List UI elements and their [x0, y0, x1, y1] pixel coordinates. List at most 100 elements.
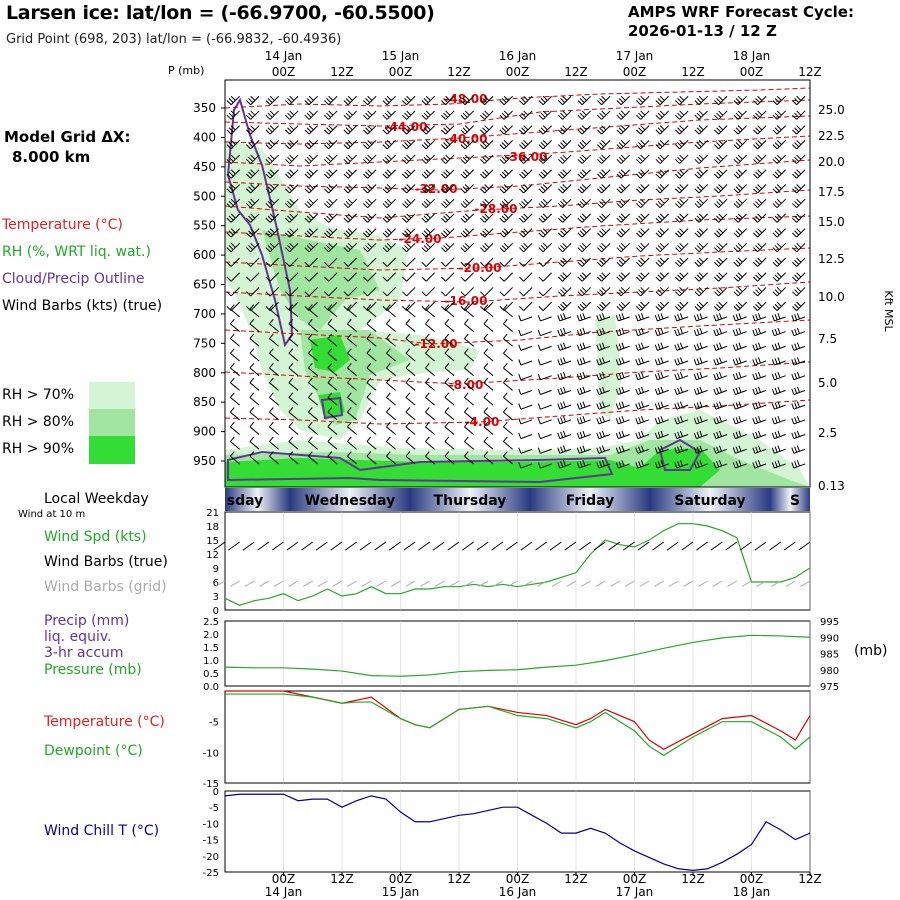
- wind-barb-flag: [285, 291, 290, 297]
- wind-barb: [540, 434, 552, 440]
- wind-barb-flag: [638, 372, 642, 379]
- wind-barb-flag: [288, 436, 294, 442]
- wind-barb-flag: [657, 245, 663, 251]
- wind-barb-flag: [776, 95, 782, 101]
- wind-barb-flag: [757, 445, 761, 452]
- wind-barb-flag: [327, 392, 333, 398]
- wind-barb-flag: [384, 200, 390, 206]
- wind-barb-flag: [620, 257, 626, 263]
- wind-barb-flag: [483, 436, 489, 442]
- wind-barb-flag: [441, 247, 446, 253]
- wind-barb: [230, 323, 240, 332]
- wind-barb-flag: [562, 110, 568, 116]
- wind-barb-flag: [537, 344, 541, 351]
- top-date-label: 18 Jan: [733, 49, 771, 63]
- wind-barb-flag: [694, 188, 700, 194]
- wind-barb-flag: [698, 198, 704, 204]
- surface-wind-barb: [622, 541, 635, 551]
- weekday-cell: [410, 488, 530, 511]
- wind-barb-flag: [269, 213, 275, 219]
- wind-barb-flag: [660, 401, 664, 408]
- wind-barb-flag: [425, 363, 430, 369]
- wind-barb-flag: [581, 110, 587, 116]
- wind-barb-flag: [716, 142, 722, 148]
- surface-wind-barb: [725, 541, 738, 551]
- wind-barb-flag: [540, 98, 546, 103]
- wind-barb: [425, 411, 435, 421]
- wind-barb-flag: [425, 95, 431, 101]
- wind-height-label: Wind at 10 m: [18, 509, 86, 520]
- wind-barb-flag: [777, 401, 781, 408]
- wind-barb-flag: [581, 140, 587, 145]
- wind-barb-flag: [655, 261, 661, 267]
- wind-barb-flag: [484, 95, 490, 101]
- wind-barb: [230, 426, 240, 435]
- wind-barb: [249, 441, 260, 450]
- wind-barb-flag: [597, 261, 602, 267]
- wind-barb-flag: [482, 127, 488, 133]
- wind-barb-flag: [289, 242, 295, 248]
- wind-barb-flag: [382, 203, 388, 209]
- wind-barb-flag: [696, 259, 702, 265]
- wind-barb-flag: [616, 232, 622, 238]
- top-hour-label: 12Z: [564, 65, 588, 79]
- wind-barb-flag: [716, 402, 720, 409]
- wind-barb-flag: [696, 274, 702, 280]
- wind-barb: [347, 257, 357, 267]
- wind-barb-flag: [777, 357, 781, 364]
- wind-barb-flag: [445, 110, 451, 116]
- wind-barb-flag: [503, 318, 508, 325]
- wind-barb-flag: [718, 228, 724, 234]
- wind-barb-flag: [601, 430, 605, 437]
- wind-barb-flag: [771, 462, 775, 469]
- wind-barb-flag: [405, 348, 411, 354]
- wind-barb-flag: [425, 198, 431, 204]
- wind-barb-flag: [698, 257, 704, 263]
- wind-barb-flag: [694, 306, 700, 311]
- wind-barb-flag: [582, 313, 586, 320]
- wind-barb-flag: [796, 140, 802, 145]
- wind-barb-flag: [557, 359, 561, 366]
- wind-barb-flag: [576, 447, 580, 454]
- wind-barb: [366, 441, 377, 450]
- wind-barb-flag: [755, 461, 759, 468]
- wind-barb-flag: [289, 95, 295, 101]
- wind-barb-flag: [365, 98, 371, 103]
- wind-barb-flag: [659, 287, 665, 293]
- wind-barb-flag: [230, 242, 236, 248]
- wind-barb-flag: [405, 392, 411, 398]
- wind-barb-flag: [732, 418, 736, 425]
- wind-barb-flag: [796, 154, 802, 160]
- wind-barb-flag: [501, 230, 507, 236]
- weekday-cell: [530, 488, 650, 511]
- wind-barb-flag: [406, 154, 412, 160]
- wind-barb-flag: [735, 446, 739, 453]
- wind-barb-flag: [735, 171, 741, 177]
- wind-barb-flag: [735, 274, 741, 280]
- wind-barb-flag: [620, 125, 626, 131]
- wind-barb-flag: [791, 447, 795, 454]
- wind-barb-flag: [519, 217, 524, 223]
- wind-barb-flag: [640, 342, 644, 349]
- wind-panel-tick-label: 0: [213, 606, 219, 617]
- wind-barb-flag: [248, 186, 254, 192]
- top-hour-label: 00Z: [740, 65, 764, 79]
- wind-barb-flag: [421, 173, 427, 179]
- wind-barb-flag: [326, 112, 332, 118]
- wind-barb-flag: [597, 114, 602, 120]
- wind-barb-flag: [794, 431, 798, 438]
- wind-barb-flag: [693, 344, 697, 351]
- wind-barb-flag: [636, 232, 641, 238]
- wind-barb-flag: [230, 377, 235, 384]
- wind-barb-flag: [791, 315, 795, 322]
- wind-barb: [445, 140, 455, 150]
- wind-barb-flag: [657, 358, 661, 365]
- wind-barb-flag: [324, 232, 329, 238]
- wind-barb: [347, 184, 357, 194]
- wind-barb-flag: [601, 169, 607, 175]
- wind-barb-flag: [519, 232, 524, 238]
- wind-barb: [366, 426, 377, 435]
- temperature-panel-tick-label: -15: [203, 779, 219, 790]
- wind-barb: [425, 287, 435, 297]
- wind-barb-flag: [772, 114, 778, 120]
